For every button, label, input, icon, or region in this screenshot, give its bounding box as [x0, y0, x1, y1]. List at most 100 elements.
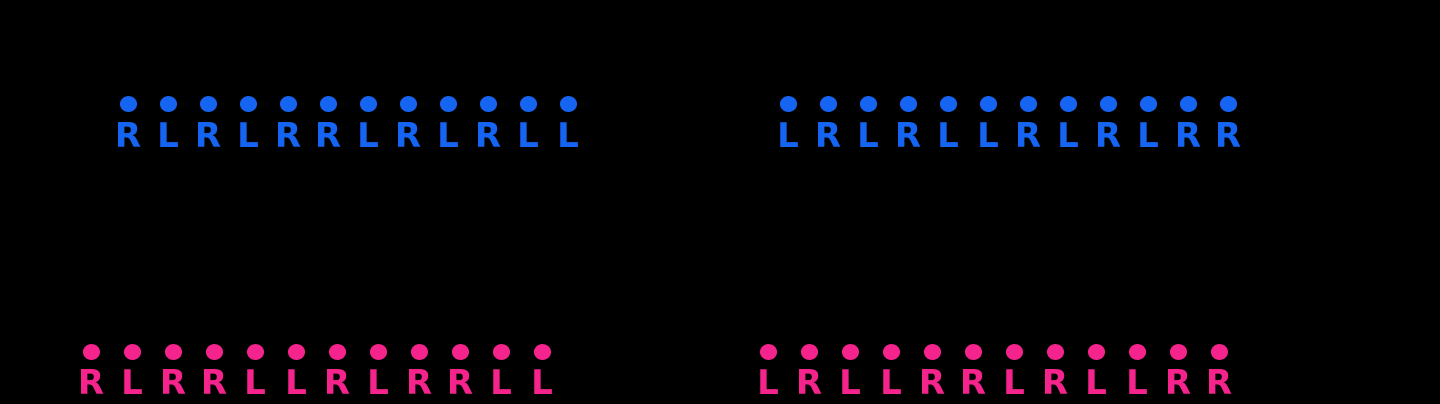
footstep-dot-icon: [317, 93, 339, 115]
step-foot-label: R: [795, 363, 823, 403]
footstep-dot-icon: [1044, 341, 1066, 363]
step-foot-label: L: [1085, 363, 1107, 403]
footstep-dot-icon: [237, 93, 259, 115]
step-foot-label: L: [1057, 116, 1079, 156]
step-foot-label: L: [839, 363, 861, 403]
step-foot-label: R: [1014, 116, 1042, 156]
step-foot-label: R: [1164, 363, 1192, 403]
footstep-dot-icon: [244, 341, 266, 363]
footstep-dot-icon: [197, 93, 219, 115]
footstep-dot-icon: [157, 93, 179, 115]
step-foot-label: R: [446, 363, 474, 403]
step-foot-label: R: [1094, 116, 1122, 156]
step-foot-label: L: [157, 116, 179, 156]
step-foot-label: R: [814, 116, 842, 156]
footstep-dot-icon: [962, 341, 984, 363]
step-foot-label: L: [517, 116, 539, 156]
step-foot-label: R: [159, 363, 187, 403]
step-foot-label: R: [1041, 363, 1069, 403]
step-foot-label: L: [1126, 363, 1148, 403]
step-foot-label: L: [285, 363, 307, 403]
step-foot-label: L: [244, 363, 266, 403]
step-foot-label: L: [777, 116, 799, 156]
step-foot-label: L: [121, 363, 143, 403]
footstep-dot-icon: [1137, 93, 1159, 115]
footstep-dot-icon: [897, 93, 919, 115]
step-foot-label: L: [490, 363, 512, 403]
footstep-dot-icon: [1017, 93, 1039, 115]
step-foot-label: R: [77, 363, 105, 403]
footstep-dot-icon: [477, 93, 499, 115]
footstep-dot-icon: [1126, 341, 1148, 363]
step-foot-label: L: [1137, 116, 1159, 156]
footstep-dot-icon: [437, 93, 459, 115]
footstep-dot-icon: [517, 93, 539, 115]
footstep-dot-icon: [857, 93, 879, 115]
step-foot-label: R: [1174, 116, 1202, 156]
footstep-dot-icon: [817, 93, 839, 115]
footstep-dot-icon: [1085, 341, 1107, 363]
footstep-dot-icon: [1167, 341, 1189, 363]
footstep-dot-icon: [277, 93, 299, 115]
step-foot-label: L: [1003, 363, 1025, 403]
footstep-dot-icon: [1097, 93, 1119, 115]
step-foot-label: L: [237, 116, 259, 156]
footstep-dot-icon: [408, 341, 430, 363]
step-foot-label: R: [894, 116, 922, 156]
footstep-dot-icon: [203, 341, 225, 363]
step-foot-label: L: [437, 116, 459, 156]
footstep-dot-icon: [1208, 341, 1230, 363]
step-foot-label: R: [1205, 363, 1233, 403]
step-foot-label: R: [959, 363, 987, 403]
step-foot-label: R: [194, 116, 222, 156]
step-foot-label: R: [1214, 116, 1242, 156]
footstep-dot-icon: [1003, 341, 1025, 363]
step-foot-label: L: [757, 363, 779, 403]
step-foot-label: R: [274, 116, 302, 156]
footstep-dot-icon: [1177, 93, 1199, 115]
footstep-dot-icon: [531, 341, 553, 363]
footstep-dot-icon: [1217, 93, 1239, 115]
footstep-dot-icon: [1057, 93, 1079, 115]
footstep-dot-icon: [121, 341, 143, 363]
footstep-dot-icon: [839, 341, 861, 363]
footstep-dot-icon: [777, 93, 799, 115]
step-foot-label: R: [200, 363, 228, 403]
step-foot-label: R: [918, 363, 946, 403]
step-foot-label: R: [114, 116, 142, 156]
step-foot-label: L: [531, 363, 553, 403]
step-foot-label: L: [857, 116, 879, 156]
footstep-dot-icon: [80, 341, 102, 363]
step-foot-label: R: [474, 116, 502, 156]
footstep-dot-icon: [117, 93, 139, 115]
step-foot-label: R: [323, 363, 351, 403]
footstep-dot-icon: [326, 341, 348, 363]
footstep-dot-icon: [367, 341, 389, 363]
footstep-dot-icon: [490, 341, 512, 363]
step-foot-label: R: [314, 116, 342, 156]
footstep-dot-icon: [397, 93, 419, 115]
step-foot-label: L: [937, 116, 959, 156]
footstep-dot-icon: [977, 93, 999, 115]
footstep-dot-icon: [880, 341, 902, 363]
step-foot-label: L: [367, 363, 389, 403]
footstep-dot-icon: [798, 341, 820, 363]
footstep-dot-icon: [937, 93, 959, 115]
step-foot-label: L: [557, 116, 579, 156]
step-foot-label: L: [357, 116, 379, 156]
footstep-dot-icon: [162, 341, 184, 363]
step-foot-label: R: [394, 116, 422, 156]
step-foot-label: R: [405, 363, 433, 403]
footstep-dot-icon: [921, 341, 943, 363]
footstep-dot-icon: [285, 341, 307, 363]
step-foot-label: L: [977, 116, 999, 156]
footstep-dot-icon: [557, 93, 579, 115]
footstep-dot-icon: [357, 93, 379, 115]
footstep-dot-icon: [757, 341, 779, 363]
step-foot-label: L: [880, 363, 902, 403]
